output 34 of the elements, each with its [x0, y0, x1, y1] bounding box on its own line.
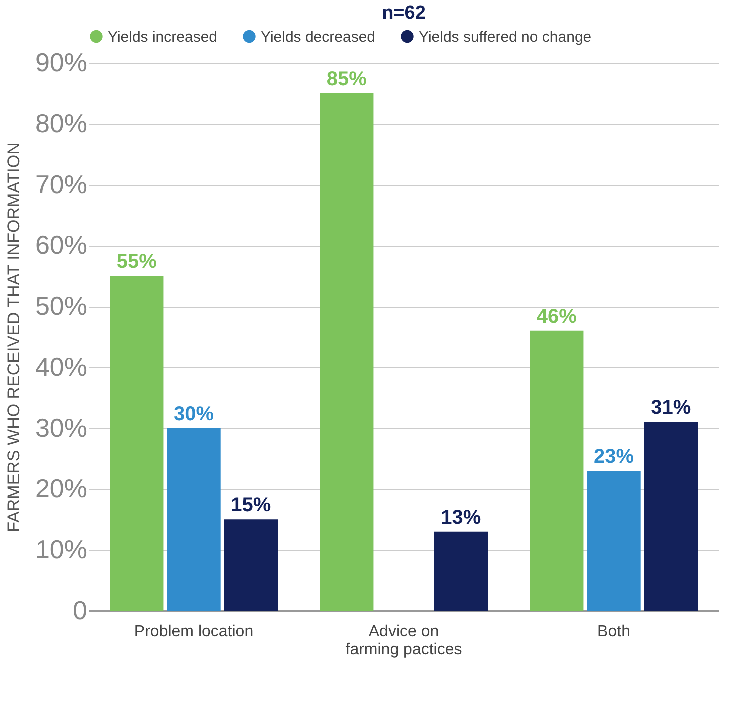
x-tick-label: Advice on farming pactices [346, 624, 462, 658]
y-tick-label: 90% [35, 48, 88, 78]
legend-label: Yields suffered no change [419, 28, 592, 46]
bar [644, 422, 698, 611]
legend-label: Yields decreased [261, 28, 376, 46]
y-tick-label: 10% [35, 534, 88, 565]
y-tick-label: 50% [35, 291, 88, 322]
y-tick-label: 0 [73, 596, 88, 626]
x-tick-label: Problem location [134, 624, 254, 640]
bar [530, 330, 584, 611]
y-tick-label: 20% [35, 474, 88, 504]
x-tick-label: Both [598, 624, 630, 640]
data-label: 46% [536, 306, 578, 328]
data-label: 23% [594, 446, 634, 468]
bar [434, 532, 488, 611]
data-label: 55% [116, 251, 158, 274]
bar [224, 520, 278, 611]
data-label: 15% [231, 494, 272, 517]
data-label: 30% [174, 403, 214, 426]
bar [167, 428, 221, 611]
y-tick-label: 80% [35, 108, 88, 138]
data-label: 85% [326, 68, 368, 90]
bar [110, 276, 164, 611]
y-tick-label: 30% [35, 412, 88, 443]
bar [587, 470, 641, 611]
bar [320, 93, 374, 611]
y-tick-label: 60% [35, 230, 88, 260]
y-tick-label: 70% [35, 169, 88, 200]
chart-title: n=62 [382, 3, 426, 24]
data-label: 13% [441, 506, 482, 529]
legend-label: Yields increased [108, 28, 218, 46]
y-axis-title: FARMERS WHO RECEIVED THAT INFORMATION [4, 142, 24, 532]
y-tick-label: 40% [35, 352, 88, 382]
data-label: 31% [651, 397, 692, 420]
